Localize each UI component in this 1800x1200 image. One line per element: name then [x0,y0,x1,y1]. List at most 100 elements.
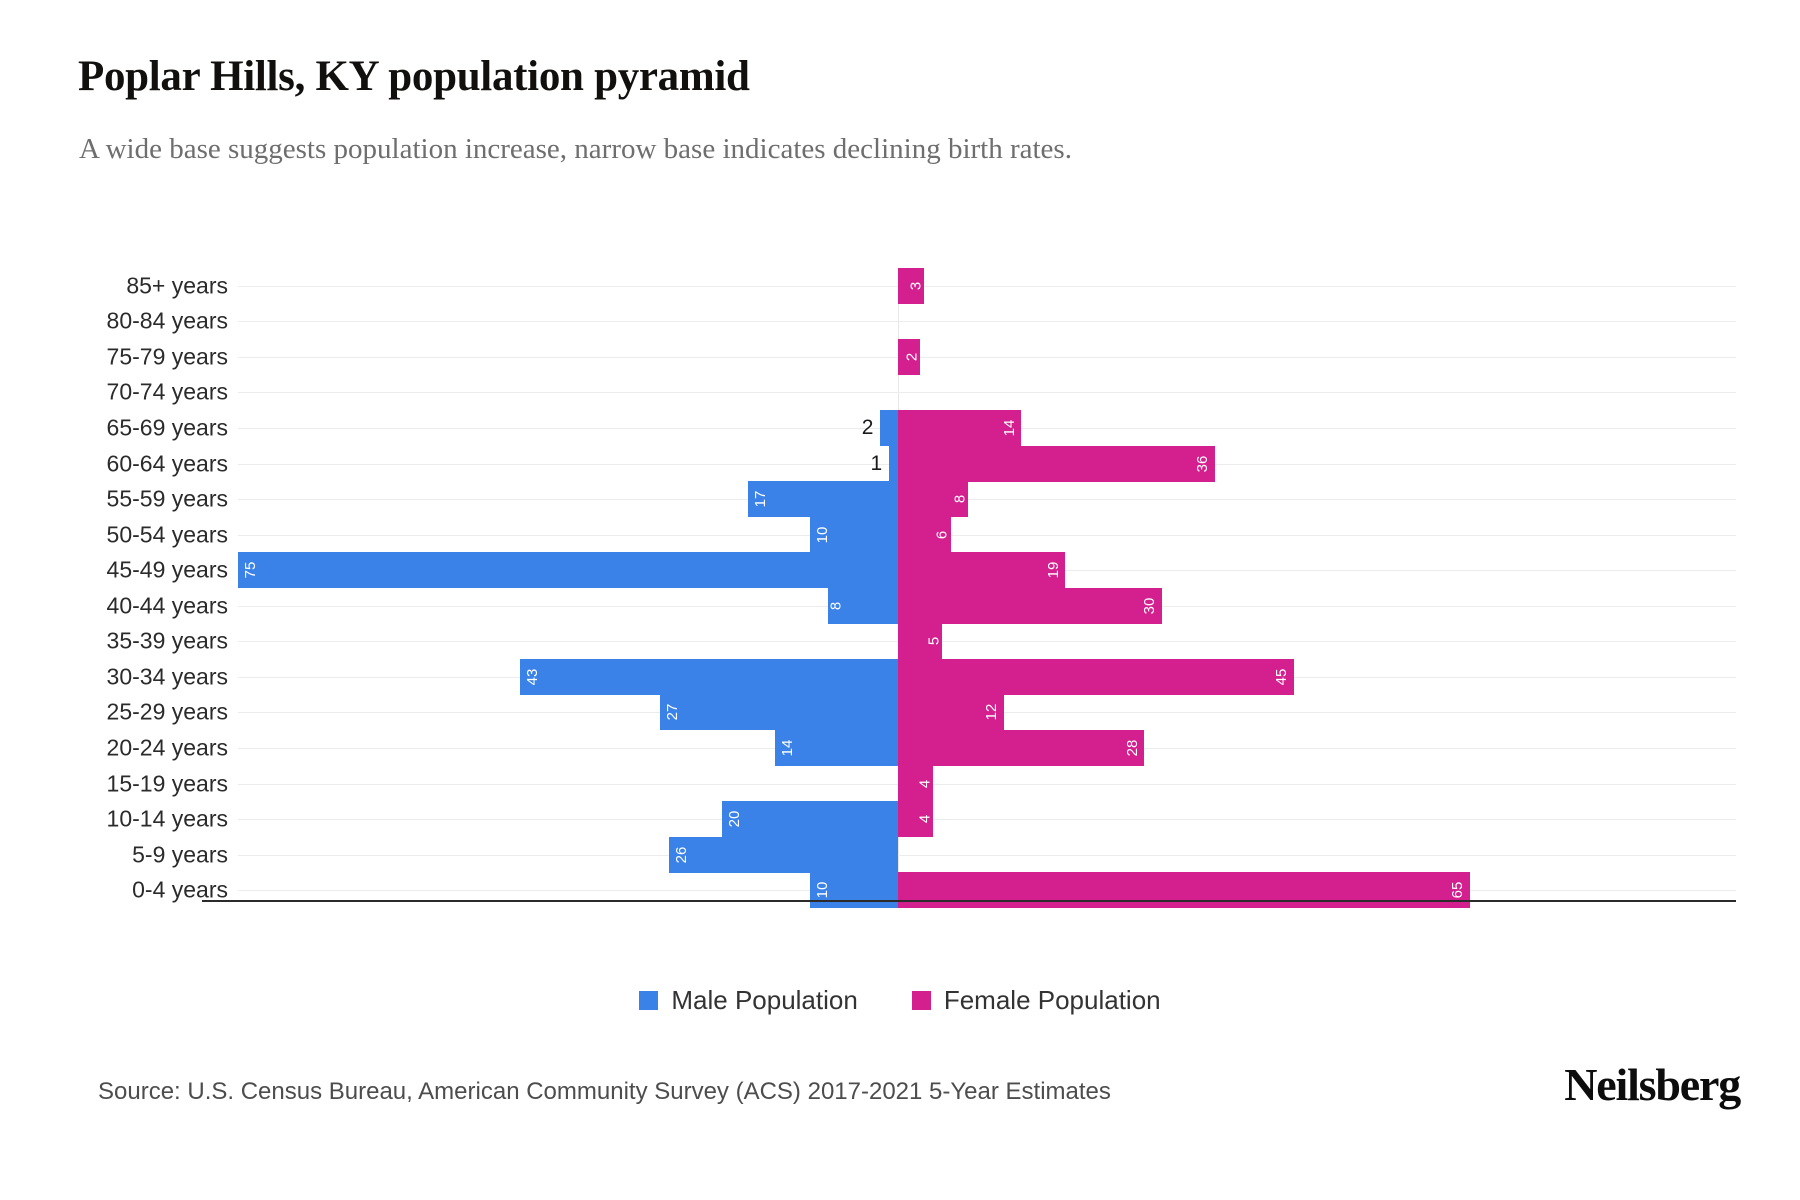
bar-female[interactable]: 28 [898,730,1145,766]
pyramid-row: 4 [238,766,1736,802]
gridline [238,357,1736,358]
pyramid-row: 1 36 [238,446,1736,482]
page-title: Poplar Hills, KY population pyramid [78,53,750,100]
page-subtitle: A wide base suggests population increase… [79,133,1072,165]
pyramid-row: 3 [238,268,1736,304]
bar-female[interactable]: 65 [898,872,1470,908]
bar-male[interactable]: 14 [774,730,898,766]
pyramid-row: 2 14 [238,410,1736,446]
bar-female[interactable]: 4 [898,766,934,802]
bar-male[interactable]: 17 [748,481,898,517]
pyramid-row: 17 8 [238,481,1736,517]
legend-label-male: Male Population [671,985,858,1015]
pyramid-row: 20 4 [238,801,1736,837]
bar-female[interactable]: 36 [898,446,1215,482]
bar-female[interactable]: 30 [898,588,1162,624]
pyramid-row: 43 45 [238,659,1736,695]
bar-male[interactable]: 26 [669,837,898,873]
bar-value-label-female: 19 [1044,561,1062,579]
source-note: Source: U.S. Census Bureau, American Com… [98,1078,1111,1105]
bar-value-label-female: 30 [1141,597,1159,615]
bar-female[interactable]: 8 [898,481,969,517]
bar-value-label-male: 10 [813,881,831,899]
legend-item-female[interactable]: Female Population [911,985,1161,1016]
y-axis-tick-label: 0-4 years [132,876,228,903]
pyramid-row: 27 12 [238,694,1736,730]
bar-value-label-male: 27 [664,703,682,721]
gridline [238,641,1736,642]
bar-male[interactable]: 2 [862,410,898,446]
gridline [238,819,1736,820]
bar-male[interactable]: 43 [519,659,898,695]
pyramid-row: 2 [238,339,1736,375]
bar-female[interactable]: 45 [898,659,1294,695]
bar-male[interactable]: 10 [810,517,898,553]
gridline [238,392,1736,393]
brand-logo: Neilsberg [1564,1059,1741,1110]
legend-swatch-female-icon [911,991,931,1010]
bar-value-label-male: 2 [861,416,874,439]
bar-value-label-female: 6 [934,530,952,540]
bar-value-label-male: 20 [725,810,743,828]
legend-item-male[interactable]: Male Population [639,985,858,1016]
bar-value-label-female: 28 [1123,739,1141,757]
pyramid-row: 10 6 [238,517,1736,553]
pyramid-row: 26 [238,837,1736,873]
bar-female[interactable]: 14 [898,410,1022,446]
chart-plot-area: 3 2 2 14 1 36 17 8 10 6 75 19 8 30 5 43 45 27 12 14 28 4 20 4 26… [202,268,1736,908]
bar-value-label-female: 2 [903,352,921,362]
bar-value-label-male: 8 [827,601,845,611]
y-axis-tick-label: 65-69 years [106,414,228,441]
bar-value-label-female: 4 [916,779,934,789]
x-axis-baseline [202,900,1736,902]
bar-value-label-female: 5 [925,636,943,646]
gridline [238,321,1736,322]
y-axis-tick-label: 55-59 years [106,485,228,512]
bar-female[interactable]: 6 [898,517,951,553]
y-axis-tick-label: 10-14 years [106,805,228,832]
y-axis-tick-label: 80-84 years [106,307,228,334]
pyramid-row: 10 65 [238,872,1736,908]
bar-value-label-male: 26 [673,846,691,864]
bar-female[interactable]: 12 [898,694,1004,730]
bar-value-label-female: 8 [951,494,969,504]
bar-male[interactable]: 75 [238,552,898,588]
gridline [238,535,1736,536]
y-axis-tick-label: 75-79 years [106,343,228,370]
bar-female[interactable]: 5 [898,623,942,659]
gridline [238,499,1736,500]
bar-value-label-female: 65 [1449,881,1467,899]
bar-female[interactable]: 19 [898,552,1066,588]
bar-value-label-female: 36 [1193,455,1211,473]
gridline [238,784,1736,785]
bar-male[interactable]: 10 [810,872,898,908]
y-axis-tick-label: 25-29 years [106,698,228,725]
y-axis-tick-label: 45-49 years [106,556,228,583]
bar-male[interactable]: 20 [722,801,898,837]
bar-value-label-male: 10 [813,526,831,544]
y-axis-labels: 85+ years 80-84 years 75-79 years 70-74 yea… [78,268,228,908]
bar-value-label-male: 75 [241,561,259,579]
pyramid-row: 8 30 [238,588,1736,624]
bar-male[interactable]: 27 [660,694,898,730]
bar-value-label-male: 14 [778,739,796,757]
bar-female[interactable]: 3 [898,268,925,304]
bar-value-label-female: 4 [916,814,934,824]
y-axis-tick-label: 15-19 years [106,770,228,797]
pyramid-row: 75 19 [238,552,1736,588]
bar-female[interactable]: 4 [898,801,934,837]
pyramid-row [238,374,1736,410]
legend-swatch-male-icon [639,991,659,1010]
y-axis-tick-label: 70-74 years [106,378,228,405]
bar-value-label-female: 3 [907,281,925,291]
chart-legend: Male Population Female Population [0,985,1800,1016]
bar-male[interactable]: 1 [871,446,898,482]
bar-value-label-female: 14 [1000,419,1018,437]
bar-female[interactable]: 2 [898,339,920,375]
y-axis-tick-label: 30-34 years [106,663,228,690]
bar-male[interactable]: 8 [827,588,898,624]
pyramid-row: 5 [238,623,1736,659]
bar-value-label-female: 12 [982,703,1000,721]
y-axis-tick-label: 35-39 years [106,627,228,654]
